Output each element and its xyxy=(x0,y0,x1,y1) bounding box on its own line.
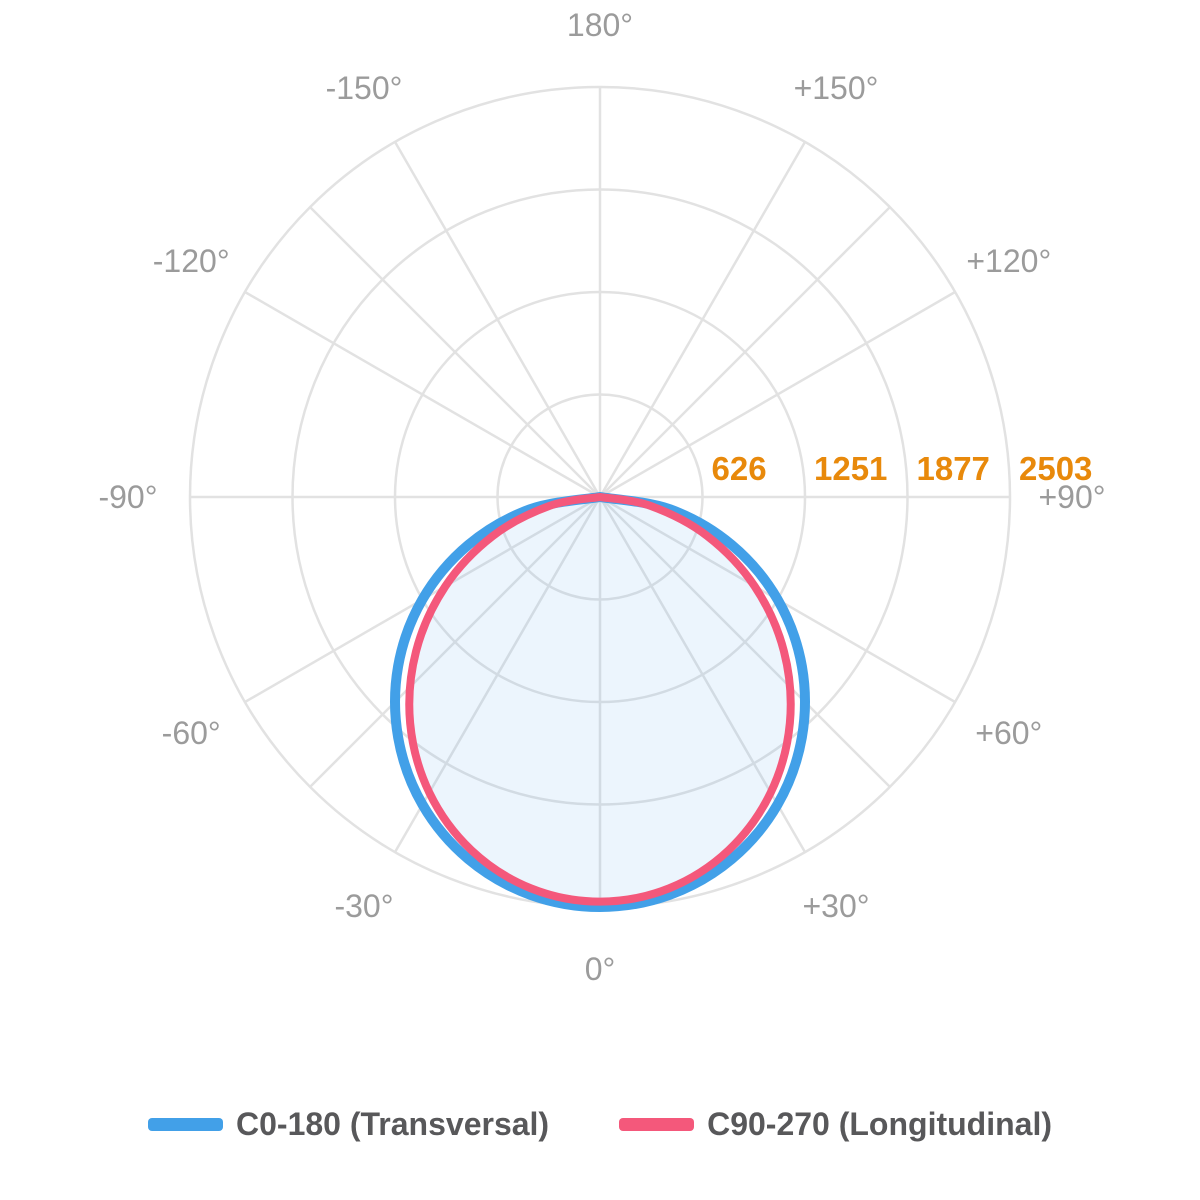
polar-chart-canvas: 0° +30° -30° +60° -60° +90° -90° +120° -120° +150… xyxy=(98,7,1105,987)
legend-swatch-c0-180 xyxy=(148,1117,224,1131)
series-curve-c0-180 xyxy=(390,492,810,912)
angle-tick-label: +120° xyxy=(966,243,1051,279)
polar-grid-spoke xyxy=(598,141,807,498)
angle-tick-label: -60° xyxy=(162,715,221,751)
angle-tick-label: 0° xyxy=(585,951,616,987)
angle-tick-label: +30° xyxy=(802,888,869,924)
radial-tick-label: 626 xyxy=(712,450,767,487)
series-fill-c90-270 xyxy=(409,497,791,902)
polar-grid-spoke xyxy=(599,206,891,498)
polar-grid-spoke xyxy=(599,496,891,788)
polar-grid-spoke xyxy=(393,141,602,498)
polar-grid-spoke xyxy=(309,206,601,498)
angle-tick-label: +150° xyxy=(794,70,879,106)
legend-swatch-c90-270 xyxy=(619,1117,695,1131)
angle-tick-label: +90° xyxy=(1038,479,1105,515)
polar-grid-spoke xyxy=(309,496,601,788)
angle-tick-label: +60° xyxy=(975,715,1042,751)
polar-grid-spoke xyxy=(599,290,956,499)
radial-tick-label: 1877 xyxy=(917,450,990,487)
legend-label-c0-180: C0-180 (Transversal) xyxy=(236,1105,550,1142)
radial-tick-label: 2503 xyxy=(1019,450,1092,487)
radial-tick-label: 1251 xyxy=(814,450,887,487)
legend-item-c0-180[interactable]: C0-180 (Transversal) xyxy=(148,1106,549,1143)
legend: C0-180 (Transversal) C90-270 (Longitudin… xyxy=(0,1100,1200,1148)
polar-grid-spoke xyxy=(244,290,601,499)
angle-tick-label: 180° xyxy=(567,7,633,43)
angle-tick-label: -150° xyxy=(326,70,403,106)
legend-item-c90-270[interactable]: C90-270 (Longitudinal) xyxy=(619,1106,1052,1143)
angle-tick-label: -90° xyxy=(98,479,157,515)
legend-label-c90-270: C90-270 (Longitudinal) xyxy=(707,1105,1052,1142)
angle-tick-label: -30° xyxy=(334,888,393,924)
series-curve-c90-270 xyxy=(405,493,795,906)
angle-tick-label: -120° xyxy=(153,243,230,279)
